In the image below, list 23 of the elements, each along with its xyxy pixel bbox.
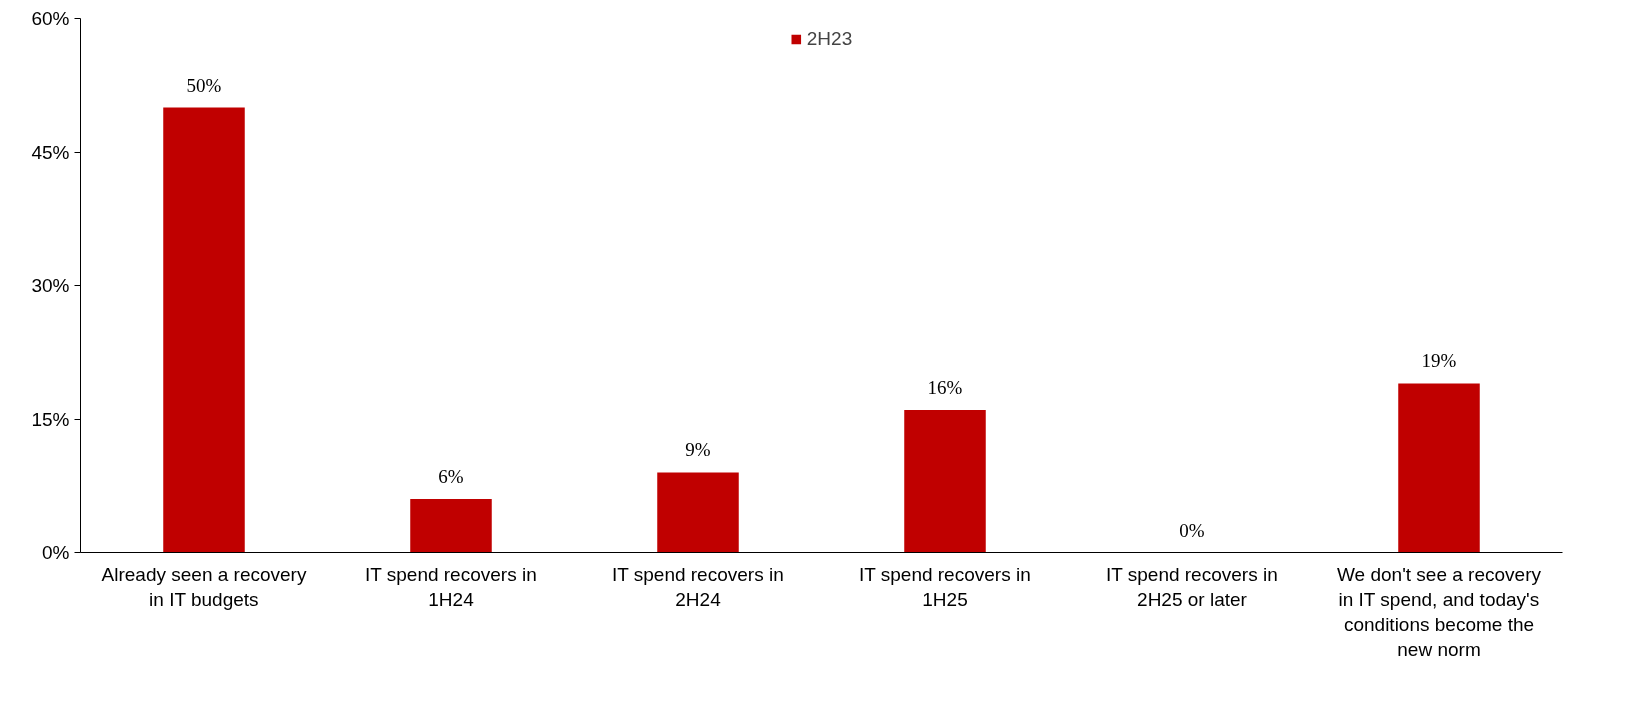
data-label: 6% bbox=[438, 466, 464, 488]
x-tick-label: We don't see a recovery in IT spend, and today's conditions become the new norm bbox=[1337, 563, 1542, 661]
data-label: 9% bbox=[685, 439, 711, 461]
legend-label: 2H23 bbox=[806, 28, 853, 50]
x-tick-label: IT spend recovers in 2H24 bbox=[611, 563, 784, 610]
data-label: 0% bbox=[1179, 519, 1205, 541]
data-label: 50% bbox=[186, 74, 222, 96]
x-tick-label: IT spend recovers in 2H25 or later bbox=[1105, 563, 1278, 610]
y-tick-label: 30% bbox=[31, 275, 70, 296]
y-tick-label: 0% bbox=[42, 542, 70, 563]
y-tick-label: 45% bbox=[31, 141, 70, 163]
bar bbox=[410, 499, 492, 553]
bar bbox=[657, 472, 739, 553]
y-tick-label: 60% bbox=[31, 8, 70, 29]
x-tick-label: IT spend recovers in 1H25 bbox=[858, 563, 1031, 610]
x-tick-label: IT spend recovers in 1H24 bbox=[364, 563, 537, 610]
x-tick-label: Already seen a recovery in IT budgets bbox=[101, 563, 307, 610]
y-tick-label: 15% bbox=[31, 408, 70, 430]
data-label: 16% bbox=[927, 377, 963, 399]
bar bbox=[163, 107, 245, 553]
data-label: 19% bbox=[1421, 350, 1457, 372]
bar bbox=[904, 410, 986, 553]
bar bbox=[1398, 383, 1480, 553]
